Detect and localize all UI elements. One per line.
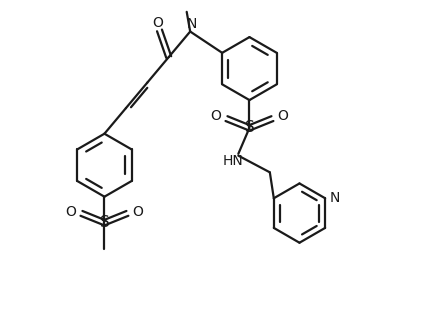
Text: O: O xyxy=(66,204,77,219)
Text: O: O xyxy=(152,16,163,30)
Text: N: N xyxy=(187,17,197,31)
Text: O: O xyxy=(132,204,143,219)
Text: O: O xyxy=(277,109,288,123)
Text: O: O xyxy=(211,109,222,123)
Text: S: S xyxy=(99,215,109,230)
Text: N: N xyxy=(329,191,339,205)
Text: S: S xyxy=(244,120,254,135)
Text: HN: HN xyxy=(223,154,243,168)
